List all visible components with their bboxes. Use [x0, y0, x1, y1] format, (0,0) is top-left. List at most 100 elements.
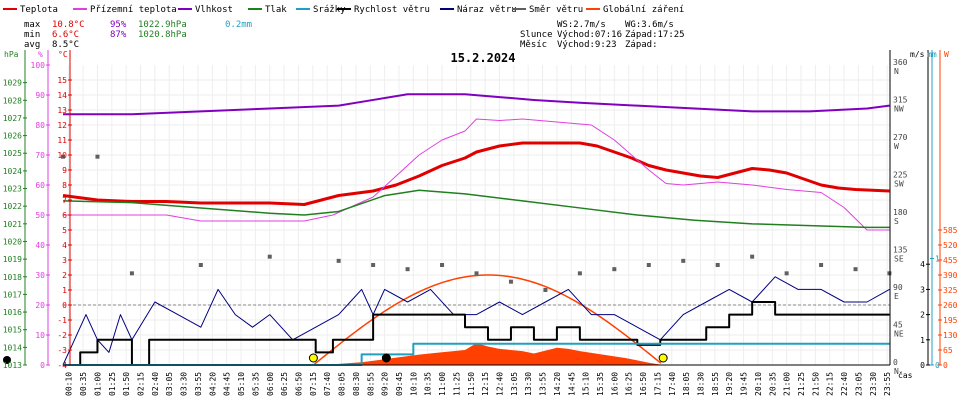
x-axis-label: čas	[898, 370, 913, 380]
info-moon-label: Měsíc	[520, 40, 547, 50]
pressure-axis-tick-label: 1015	[3, 326, 22, 335]
x-tick-label: 04:45	[223, 372, 232, 396]
wind-dir-tick-label: 90	[893, 283, 903, 292]
temperature-axis-tick-label: 13	[57, 106, 67, 115]
stat-min-hum: 87%	[110, 30, 127, 40]
humidity-axis-tick-label: 90	[35, 91, 45, 100]
x-tick-label: 02:40	[151, 372, 160, 396]
stat-avg-label: avg	[24, 40, 40, 50]
radiation-unit: W	[944, 50, 949, 59]
x-tick-label: 23:55	[883, 372, 892, 396]
humidity-axis-tick-label: 40	[35, 241, 45, 250]
stat-max-hum: 95%	[110, 20, 127, 30]
temperature-axis-tick-label: 10	[57, 151, 67, 160]
info-moonset: Západ:	[625, 40, 658, 50]
wind-speed-line	[63, 301, 890, 366]
wind-speed-axis-tick-label: 2	[920, 311, 925, 320]
legend-item: Vlhkost	[178, 5, 233, 15]
temperature-unit: °C	[58, 50, 68, 59]
wind-dir-point	[508, 279, 513, 284]
wind-dir-point	[681, 258, 686, 263]
wind-dir-tick-label: 225	[893, 171, 908, 180]
stat-max-rain: 0.2mm	[225, 20, 252, 30]
x-tick-label: 01:50	[122, 372, 131, 396]
marker-sunrise	[308, 353, 318, 363]
temperature-axis-tick-label: 5	[62, 226, 67, 235]
wind-dir-name: NW	[894, 105, 904, 114]
rain-unit: mm	[927, 50, 937, 59]
legend-label: Náraz větru	[457, 5, 517, 15]
x-tick-label: 13:30	[524, 372, 533, 396]
wind-dir-name: W	[894, 142, 899, 151]
legend-item: Teplota	[3, 5, 58, 15]
radiation-axis-tick-label: 520	[943, 241, 958, 250]
pressure-axis-tick-label: 1022	[3, 202, 22, 211]
pressure-axis-tick-label: 1013	[3, 361, 22, 370]
wind-dir-point	[129, 271, 134, 276]
temperature-axis-tick-label: 15	[57, 76, 67, 85]
x-tick-label: 16:25	[625, 372, 634, 396]
radiation-axis-tick-label: 325	[943, 286, 958, 295]
wind-dir-tick-label: 0	[893, 358, 898, 367]
x-tick-label: 13:55	[539, 372, 548, 396]
wind-dir-point	[819, 263, 824, 267]
legend-label: Globální záření	[603, 5, 684, 15]
rain-axis-tick-label: 1	[935, 255, 940, 264]
x-tick-label: 20:35	[768, 372, 777, 396]
x-tick-label: 21:00	[783, 372, 792, 396]
legend-label: Srážky	[313, 5, 346, 15]
radiation-axis-tick-label: 585	[943, 226, 958, 235]
pressure-axis-tick-label: 1020	[3, 237, 22, 246]
x-tick-label: 05:35	[251, 372, 260, 396]
temperature-axis-tick-label: -2	[57, 331, 67, 340]
x-tick-label: 08:55	[366, 372, 375, 396]
x-tick-label: 16:50	[639, 372, 648, 396]
wind-dir-name: S	[894, 217, 899, 226]
wind-dir-point	[646, 263, 651, 267]
rain-axis-tick-label: 0	[935, 361, 940, 370]
humidity-axis-tick-label: 80	[35, 121, 45, 130]
wind-gust-line	[62, 276, 890, 366]
info-wg: WG:3.6m/s	[625, 20, 674, 30]
info-panel: WS:2.7m/s WG:3.6m/s Slunce Východ:07:16 …	[520, 20, 685, 50]
radiation-axis-tick-label: 0	[943, 361, 948, 370]
series-pressure	[62, 189, 890, 229]
x-tick-label: 10:10	[409, 372, 418, 396]
temperature-axis-tick-label: 1	[62, 286, 67, 295]
radiation-theory	[312, 274, 662, 366]
wind-dir-tick-label: 360	[893, 58, 908, 67]
series-temperature	[63, 118, 890, 231]
x-tick-label: 10:35	[424, 372, 433, 396]
plot-area	[3, 65, 892, 366]
x-tick-label: 16:00	[610, 372, 619, 396]
x-tick-label: 23:30	[869, 372, 878, 396]
marker-sunset	[658, 353, 668, 363]
wind-dir-point	[577, 271, 582, 276]
wind-dir-tick-label: 45	[893, 321, 903, 330]
legend-item: Směr větru	[512, 5, 583, 15]
moon-marker-left	[3, 356, 11, 364]
legend-label: Vlhkost	[195, 5, 233, 15]
radiation-axis-tick-label: 195	[943, 316, 958, 325]
radiation-axis-tick-label: 390	[943, 271, 958, 280]
legend-label: Tlak	[265, 5, 287, 15]
wind-dir-point	[198, 263, 203, 267]
wind-dir-point	[371, 263, 376, 267]
legend-item: Rychlost větru	[337, 5, 430, 15]
temperature-axis-tick-label: 4	[62, 241, 67, 250]
pressure-axis-tick-label: 1029	[3, 79, 22, 88]
humidity-axis-tick-label: 100	[31, 61, 46, 70]
x-tick-label: 11:00	[438, 372, 447, 396]
radiation-axis-tick-label: 260	[943, 301, 958, 310]
x-tick-label: 00:35	[79, 372, 88, 396]
wind-dir-point	[440, 263, 445, 267]
wind-dir-point	[715, 263, 720, 267]
x-tick-label: 14:20	[553, 372, 562, 396]
temperature-axis-tick-label: -4	[57, 361, 67, 370]
legend-label: Přízemní teplota	[90, 5, 177, 15]
series-temperature	[62, 141, 890, 206]
axes: 00:10 00:35 01:00 01:25 01:50 02:15 02:40 03:05…	[3, 50, 958, 396]
x-tick-label: 04:20	[208, 372, 217, 396]
info-sunrise: Východ:07:16	[557, 30, 622, 40]
pressure-axis-tick-label: 1017	[3, 290, 22, 299]
